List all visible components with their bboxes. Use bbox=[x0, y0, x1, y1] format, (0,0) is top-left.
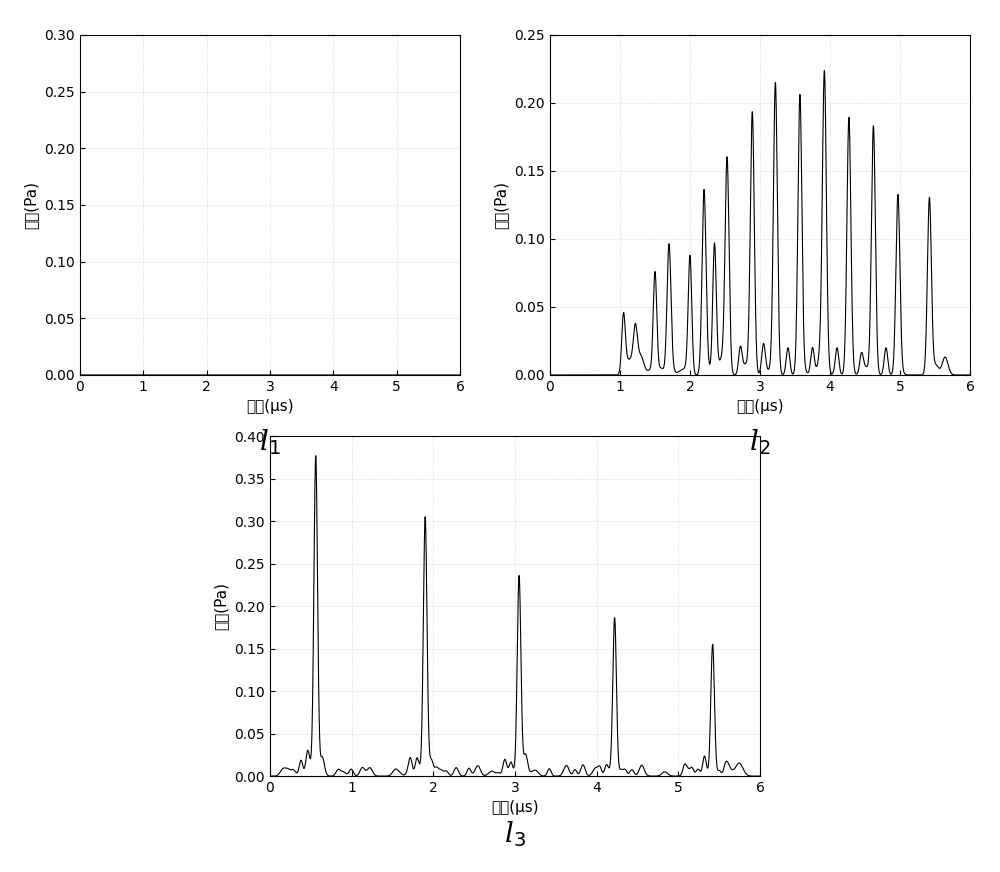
X-axis label: 时间(μs): 时间(μs) bbox=[491, 800, 539, 815]
Text: l$_3$: l$_3$ bbox=[504, 820, 526, 849]
Y-axis label: 声压(Pa): 声压(Pa) bbox=[24, 181, 39, 229]
Y-axis label: 声压(Pa): 声压(Pa) bbox=[214, 582, 229, 630]
X-axis label: 时间(μs): 时间(μs) bbox=[736, 399, 784, 414]
X-axis label: 时间(μs): 时间(μs) bbox=[246, 399, 294, 414]
Text: l$_1$: l$_1$ bbox=[259, 427, 281, 457]
Text: l$_2$: l$_2$ bbox=[749, 427, 771, 457]
Y-axis label: 声压(Pa): 声压(Pa) bbox=[494, 181, 509, 229]
